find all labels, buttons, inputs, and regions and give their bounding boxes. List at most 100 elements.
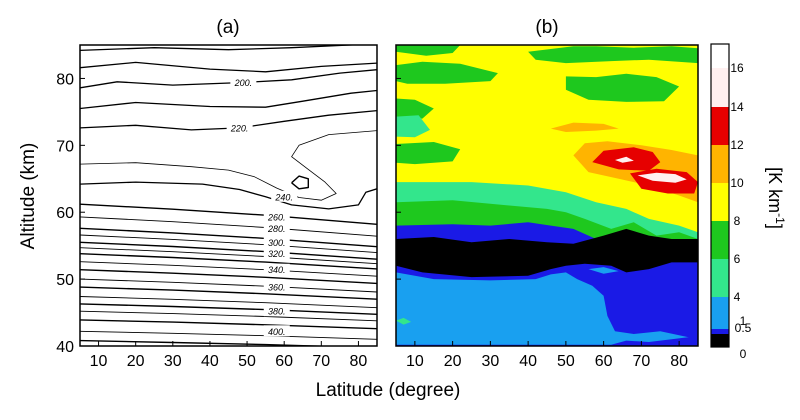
- contour-label: 360.: [268, 283, 286, 293]
- region-6-8: [396, 98, 434, 119]
- y-tick-label: 70: [56, 138, 74, 155]
- panel-b: 10 20 30 40 50 60 70 80: [395, 44, 699, 370]
- x-tick-label: 20: [444, 353, 462, 370]
- panel-a-ticks: 10 20 30 40 50 60 70 80 40 50 60 70 80: [56, 71, 367, 370]
- panel-b-title: (b): [535, 17, 558, 38]
- region-1-4: [396, 272, 698, 346]
- contour-label-bg: [263, 305, 290, 317]
- x-tick-label: 60: [595, 353, 613, 370]
- y-tick-label: 40: [56, 339, 74, 356]
- colorbar-tick-label: 12: [730, 138, 744, 152]
- contour-line: [80, 89, 377, 110]
- region-6-8: [565, 73, 680, 102]
- colorbar-tick-label: 8: [734, 214, 741, 228]
- x-tick-label: 40: [519, 353, 537, 370]
- contour-line: [80, 216, 377, 237]
- contour-label: 280.: [267, 224, 286, 234]
- region-6-8: [396, 45, 461, 56]
- contour-label-group: 200. 220. 240. 260. 280. 300.320. 340. 360. 380.…: [226, 76, 298, 337]
- contour-line: [80, 269, 377, 285]
- colorbar-swatch: [711, 221, 729, 259]
- region-12-14: [615, 156, 634, 163]
- x-tick-label: 50: [238, 353, 256, 370]
- contour-label: 400.: [268, 327, 286, 337]
- contour-line: [80, 339, 337, 346]
- x-tick-label: 70: [632, 353, 650, 370]
- contour-label: 260.: [267, 212, 286, 222]
- contour-line: [80, 303, 377, 315]
- y-tick-label: 50: [56, 272, 74, 289]
- contour-label: 320.: [268, 249, 286, 259]
- contour-line: [80, 253, 377, 270]
- contour-label-bg: [263, 236, 290, 248]
- colorbar-swatch: [711, 68, 729, 107]
- colorbar-swatch: [711, 334, 729, 347]
- region-12-14: [637, 172, 687, 183]
- panel-b-ticks: 10 20 30 40 50 60 70 80: [396, 77, 688, 370]
- contour-line: [80, 61, 377, 73]
- contour-label-bg: [263, 263, 290, 275]
- colorbar-tick-label: 0.5: [735, 321, 752, 335]
- contour-closed-line: [291, 175, 309, 190]
- panel-a: 200. 220. 240. 260. 280. 300.320. 340. 360. 380.…: [56, 44, 378, 370]
- region-8-10: [550, 122, 619, 132]
- contour-line: [80, 278, 377, 293]
- contour-label: 340.: [268, 265, 286, 275]
- contour-line: [80, 261, 377, 277]
- contour-line: [80, 227, 377, 248]
- contour-label-bg: [263, 325, 290, 337]
- y-tick-label: 80: [56, 71, 74, 88]
- region-6-8: [396, 61, 498, 84]
- contour-line: [80, 45, 364, 52]
- x-tick-label: 10: [90, 353, 108, 370]
- region-0_5-1: [396, 336, 698, 346]
- contour-line: [80, 247, 377, 265]
- colorbar-swatch: [711, 297, 729, 329]
- contour-label: 240.: [274, 192, 293, 202]
- colorbar-unit-label: [K km-1]: [765, 167, 787, 229]
- colorbar-unit-superscript: -1: [773, 213, 787, 224]
- region-1-4: [588, 267, 619, 274]
- contour-label: 380.: [268, 307, 286, 317]
- contour-line: [80, 286, 377, 300]
- colorbar-tick-label: 10: [730, 176, 744, 190]
- panel-a-frame: [79, 44, 378, 347]
- colorbar-swatch: [711, 107, 729, 145]
- x-tick-label: 10: [406, 353, 424, 370]
- contour-line: [80, 234, 377, 254]
- colorbar-swatch: [711, 259, 729, 297]
- contour-label-bg: [230, 76, 257, 88]
- x-tick-label: 40: [201, 353, 219, 370]
- colorbar-tick-label: 6: [734, 252, 741, 266]
- contour-label: 200.: [234, 78, 253, 88]
- contour-label-bg: [263, 222, 290, 234]
- contour-label-bg: [226, 121, 253, 133]
- colorbar-swatch: [711, 329, 729, 334]
- colorbar-swatch: [711, 183, 729, 221]
- colorbar-tick-label: 0: [740, 347, 747, 361]
- region-6-8: [396, 142, 461, 165]
- x-tick-label: 30: [164, 353, 182, 370]
- contour-label-bg: [263, 247, 290, 259]
- colorbar-swatch: [711, 145, 729, 183]
- x-tick-label: 80: [670, 353, 688, 370]
- y-tick-label: 60: [56, 205, 74, 222]
- panel-a-background: [80, 45, 377, 346]
- contour-line: [80, 203, 377, 225]
- panel-b-frame: [395, 44, 699, 347]
- contour-label-bg: [263, 281, 290, 293]
- x-tick-label: 30: [481, 353, 499, 370]
- colorbar-tick-label: 16: [730, 61, 744, 75]
- contour-line: [80, 330, 377, 340]
- region-6-8: [528, 46, 698, 64]
- contour-line: [80, 296, 377, 309]
- x-tick-label: 50: [557, 353, 575, 370]
- contour-line: [80, 310, 377, 322]
- contour-lines: [80, 45, 377, 346]
- colorbar-tick-label: 1: [740, 314, 747, 328]
- region-4-6: [396, 115, 430, 138]
- region-4-6: [396, 317, 412, 325]
- x-tick-label: 70: [312, 353, 330, 370]
- x-tick-label: 20: [127, 353, 145, 370]
